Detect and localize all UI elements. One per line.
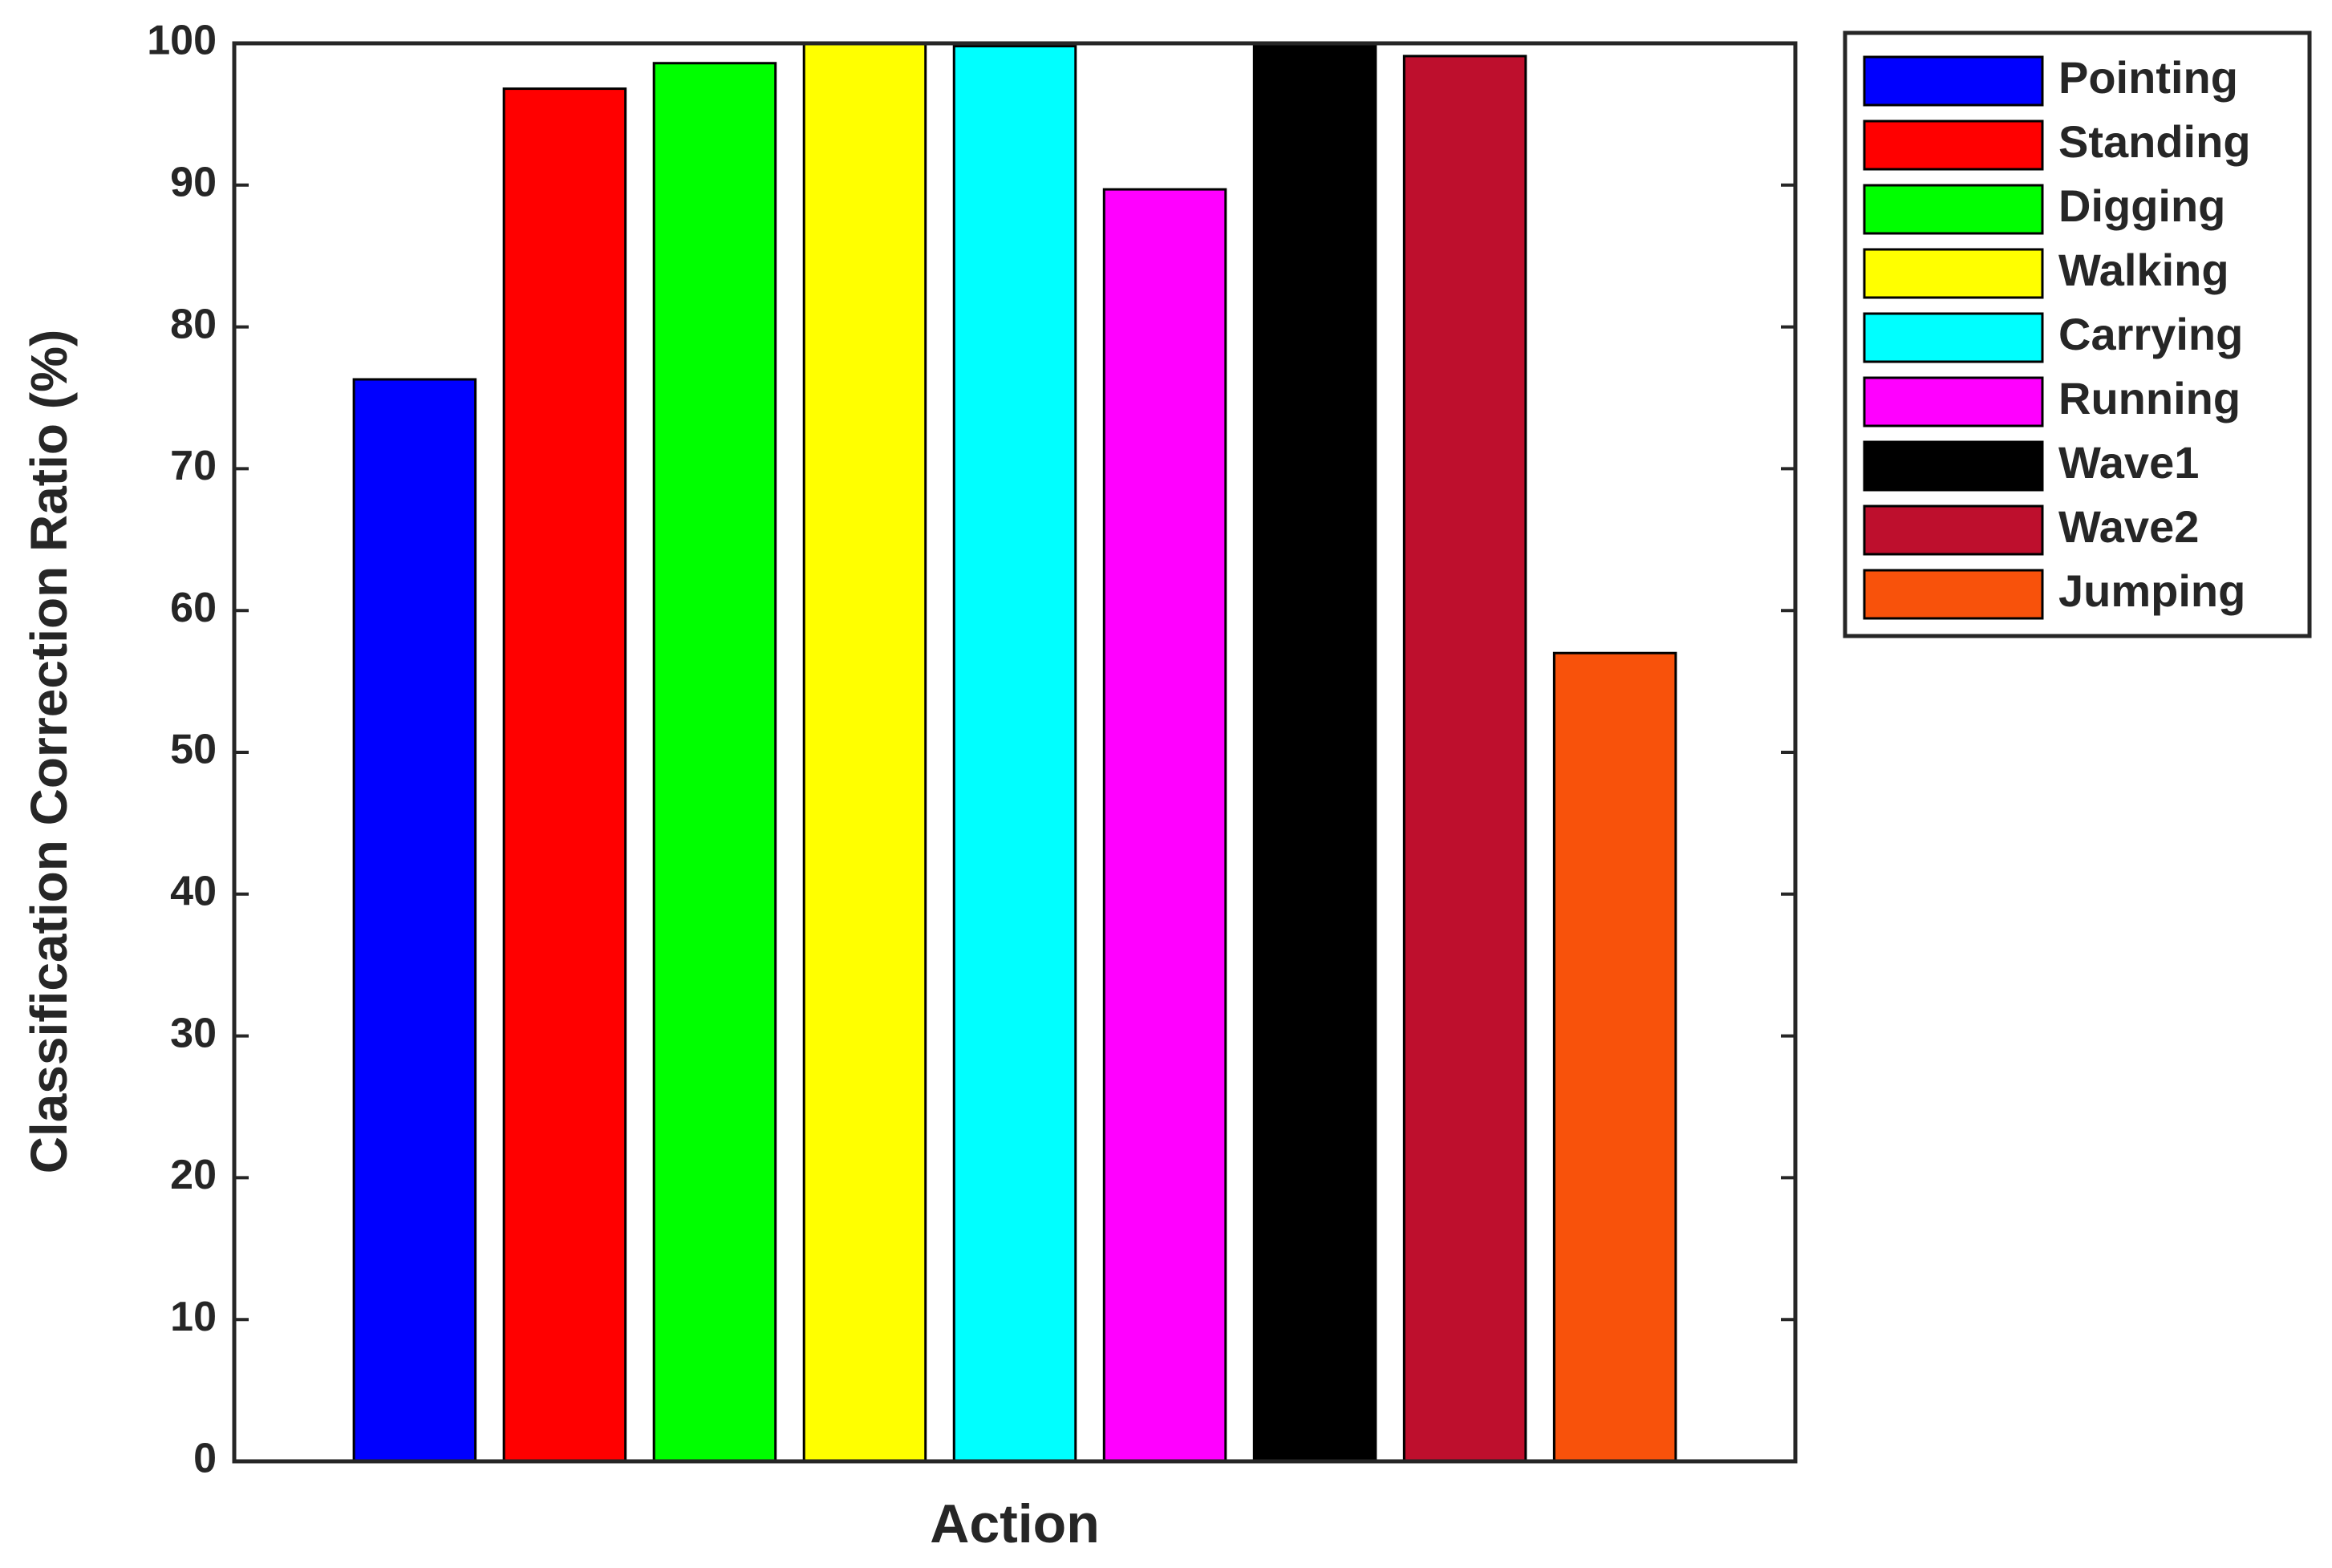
legend-label: Standing — [2058, 116, 2251, 167]
legend-label: Digging — [2058, 180, 2225, 231]
bar — [502, 87, 627, 1463]
legend-label: Running — [2058, 373, 2241, 423]
x-axis-label: Action — [930, 1493, 1100, 1554]
legend-label: Wave1 — [2058, 437, 2199, 488]
y-tick-label: 90 — [170, 160, 217, 206]
y-tick-label: 50 — [170, 727, 217, 773]
legend-swatch — [1863, 440, 2044, 492]
y-tick-label: 80 — [170, 301, 217, 347]
legend-swatch — [1863, 184, 2044, 235]
legend-swatch — [1863, 504, 2044, 556]
bar — [352, 378, 477, 1463]
bar — [652, 62, 777, 1463]
y-tick-label: 70 — [170, 443, 217, 489]
bar — [1102, 188, 1227, 1463]
y-tick-label: 30 — [170, 1010, 217, 1056]
legend-label: Pointing — [2058, 52, 2238, 103]
y-tick-label: 0 — [193, 1436, 217, 1482]
legend-label: Carrying — [2058, 309, 2243, 359]
bar — [1402, 55, 1527, 1463]
y-tick-label: 100 — [147, 18, 217, 64]
legend-swatch — [1863, 120, 2044, 171]
bar — [952, 45, 1077, 1463]
legend-swatch — [1863, 248, 2044, 299]
bar — [1552, 651, 1677, 1463]
y-tick-label: 20 — [170, 1152, 217, 1198]
y-tick-label: 60 — [170, 585, 217, 631]
axes-box — [232, 41, 1798, 1464]
y-tick-label: 40 — [170, 869, 217, 915]
legend-label: Jumping — [2058, 565, 2245, 616]
legend-swatch — [1863, 569, 2044, 620]
legend-swatch — [1863, 312, 2044, 363]
y-axis-label: Classification Correction Ratio (%) — [20, 330, 78, 1174]
legend-label: Walking — [2058, 245, 2229, 295]
legend-label: Wave2 — [2058, 501, 2199, 552]
legend-swatch — [1863, 376, 2044, 427]
bar — [1252, 42, 1377, 1463]
bar — [802, 42, 927, 1463]
legend-swatch — [1863, 55, 2044, 107]
y-tick-label: 10 — [170, 1294, 217, 1340]
